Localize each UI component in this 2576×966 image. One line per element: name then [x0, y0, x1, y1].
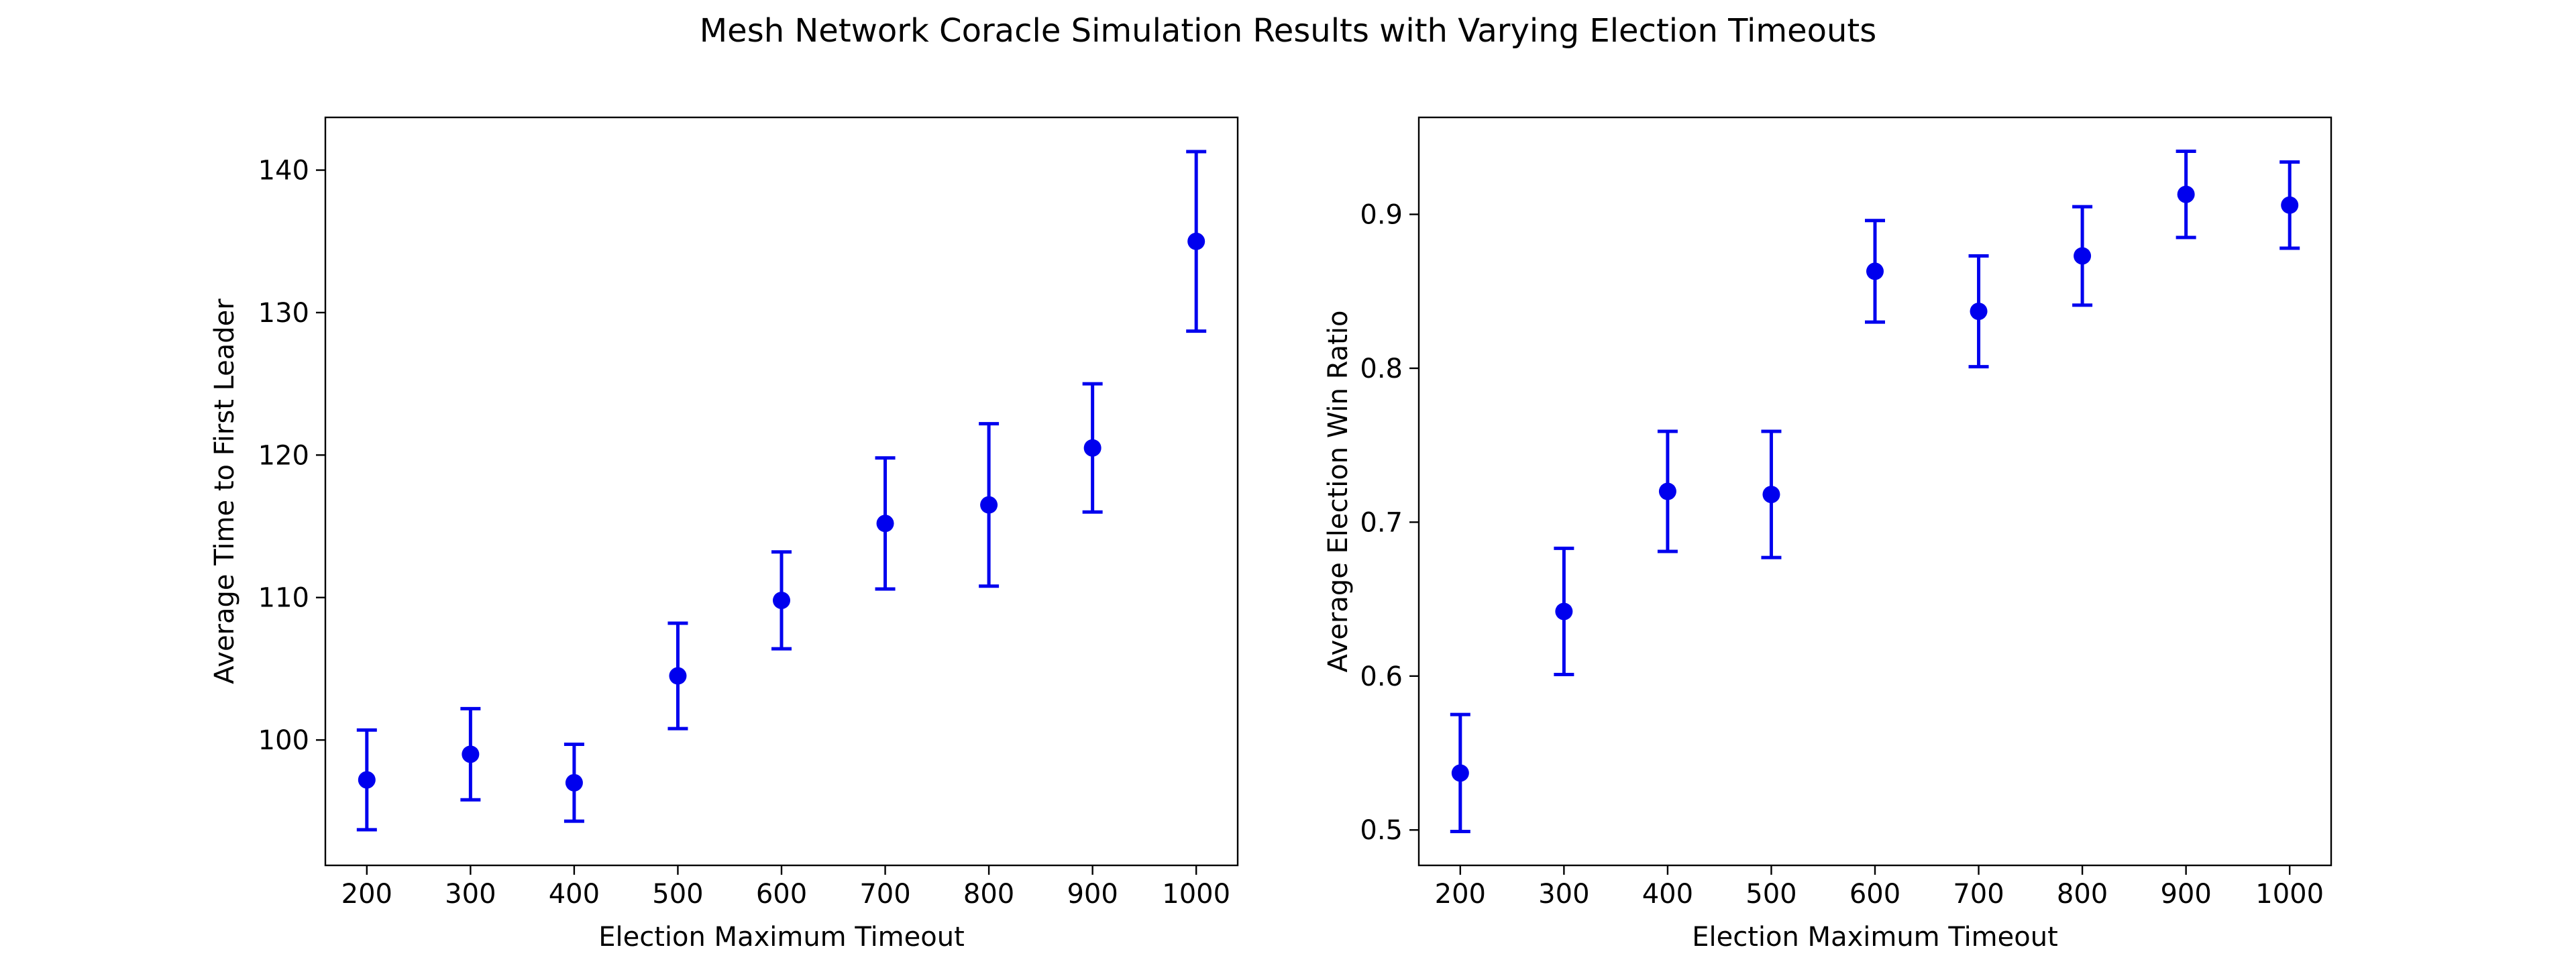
figure-title: Mesh Network Coracle Simulation Results … [700, 12, 1876, 50]
x-tick-label: 700 [1953, 879, 2004, 910]
x-tick-label: 200 [1435, 879, 1486, 910]
x-axis-label: Election Maximum Timeout [598, 922, 965, 953]
x-tick-label: 900 [1067, 879, 1118, 910]
data-point [876, 515, 894, 533]
y-tick-label: 100 [258, 725, 309, 756]
data-point [2281, 196, 2299, 214]
data-point [565, 773, 583, 792]
chart-panel-2: 200 300 400 500 600 700 800 900 1000 0.5 0.6 0.7 0.8… [1323, 116, 2332, 953]
x-tick-label: 900 [2160, 879, 2211, 910]
data-point [2074, 247, 2092, 265]
data-point [1762, 486, 1780, 504]
data-point [1451, 764, 1469, 782]
x-tick-label: 400 [1642, 879, 1693, 910]
data-point [1187, 232, 1205, 250]
y-tick-label: 110 [258, 583, 309, 614]
y-tick-label: 140 [258, 156, 309, 186]
x-tick-label: 600 [756, 879, 807, 910]
x-tick-label: 600 [1849, 879, 1900, 910]
data-point [980, 496, 998, 514]
x-tick-label: 800 [2057, 879, 2108, 910]
x-tick-label: 1000 [2255, 879, 2324, 910]
y-axis-label: Average Time to First Leader [209, 299, 240, 684]
chart-panel-1: 200 300 400 500 600 700 800 900 1000 100 110 120 130… [209, 116, 1239, 953]
y-tick-label: 0.5 [1360, 815, 1403, 846]
x-tick-label: 800 [963, 879, 1014, 910]
data-point [2177, 185, 2195, 203]
x-tick-label: 200 [341, 879, 392, 910]
x-tick-label: 500 [1746, 879, 1796, 910]
y-tick-label: 0.7 [1360, 507, 1403, 538]
x-tick-label: 300 [445, 879, 496, 910]
y-tick-label: 130 [258, 298, 309, 329]
data-point [669, 667, 687, 685]
data-point [773, 591, 790, 609]
data-point [462, 745, 480, 763]
data-point [1970, 303, 1988, 321]
x-tick-label: 1000 [1162, 879, 1230, 910]
x-axis-label: Election Maximum Timeout [1692, 922, 2058, 953]
data-point [1555, 602, 1573, 621]
y-tick-label: 0.8 [1360, 354, 1403, 384]
y-tick-label: 0.6 [1360, 661, 1403, 692]
data-point [358, 771, 376, 789]
data-point [1866, 262, 1884, 280]
x-tick-label: 400 [549, 879, 600, 910]
data-point [1083, 439, 1102, 457]
x-tick-label: 300 [1538, 879, 1589, 910]
y-tick-label: 0.9 [1360, 200, 1403, 231]
y-tick-label: 120 [258, 440, 309, 471]
data-point [1658, 482, 1676, 500]
x-tick-label: 500 [652, 879, 703, 910]
x-tick-label: 700 [859, 879, 910, 910]
y-axis-label: Average Election Win Ratio [1323, 311, 1354, 673]
